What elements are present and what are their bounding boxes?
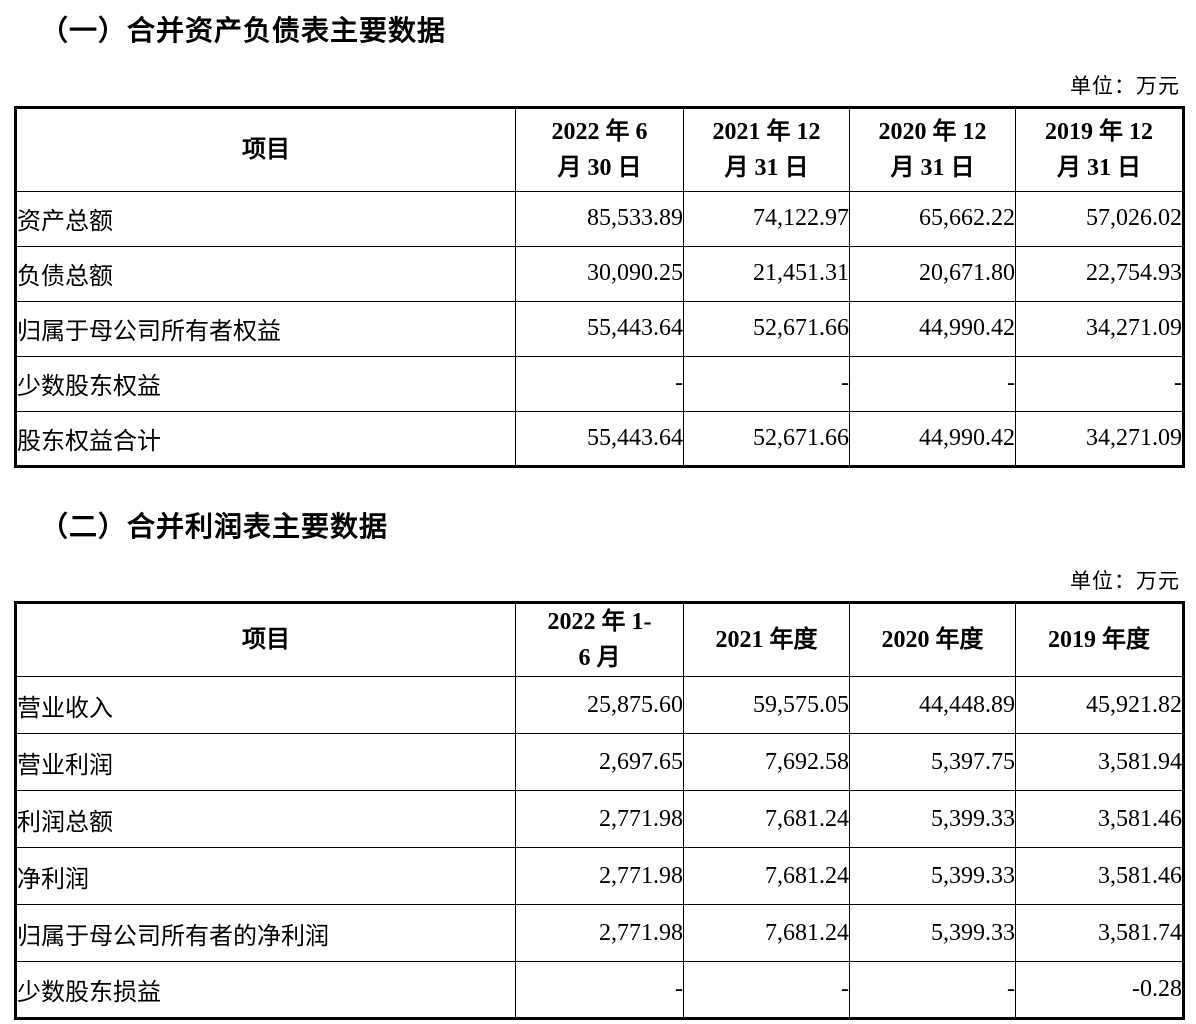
value-cell: 5,399.33 <box>849 790 1016 849</box>
table-row: 归属于母公司所有者权益 55,443.64 52,671.66 44,990.4… <box>15 300 1184 357</box>
column-header-2022-06-30: 2022 年 6 月 30 日 <box>515 106 684 192</box>
value-cell: 65,662.22 <box>849 190 1016 247</box>
section2-unit-label: 单位：万元 <box>1070 569 1180 594</box>
column-header-2021: 2021 年度 <box>683 602 850 678</box>
value-cell: 55,443.64 <box>515 300 684 357</box>
table-row: 营业利润 2,697.65 7,692.58 5,397.75 3,581.94 <box>15 733 1184 792</box>
value-cell: 20,671.80 <box>849 245 1016 302</box>
value-cell: 22,754.93 <box>1015 245 1184 302</box>
section1-title: （一）合并资产负债表主要数据 <box>40 15 447 46</box>
row-label-net-profit: 净利润 <box>15 847 516 906</box>
row-label-parent-equity: 归属于母公司所有者权益 <box>15 300 516 357</box>
column-header-item: 项目 <box>15 602 516 678</box>
value-cell: 25,875.60 <box>515 676 684 735</box>
row-label-minority-equity: 少数股东权益 <box>15 355 516 412</box>
value-cell: 7,681.24 <box>683 847 850 906</box>
value-cell: 30,090.25 <box>515 245 684 302</box>
value-cell: 34,271.09 <box>1015 300 1184 357</box>
value-cell: 44,990.42 <box>849 300 1016 357</box>
table-row: 营业收入 25,875.60 59,575.05 44,448.89 45,92… <box>15 676 1184 735</box>
value-cell: - <box>683 961 850 1020</box>
column-header-2019-12-31: 2019 年 12 月 31 日 <box>1015 106 1184 192</box>
value-cell: - <box>515 961 684 1020</box>
row-label-total-liabilities: 负债总额 <box>15 245 516 302</box>
value-cell: 45,921.82 <box>1015 676 1184 735</box>
table-header-row: 项目 2022 年 1- 6 月 2021 年度 2020 年度 2019 年度 <box>15 602 1184 678</box>
column-header-2022-h1: 2022 年 1- 6 月 <box>515 602 684 678</box>
value-cell: - <box>849 355 1016 412</box>
value-cell: - <box>1015 355 1184 412</box>
value-cell: -0.28 <box>1015 961 1184 1020</box>
value-cell: 85,533.89 <box>515 190 684 247</box>
value-cell: 3,581.74 <box>1015 904 1184 963</box>
table-row: 股东权益合计 55,443.64 52,671.66 44,990.42 34,… <box>15 410 1184 467</box>
value-cell: 5,399.33 <box>849 847 1016 906</box>
value-cell: 21,451.31 <box>683 245 850 302</box>
table-row: 净利润 2,771.98 7,681.24 5,399.33 3,581.46 <box>15 847 1184 906</box>
table-row: 利润总额 2,771.98 7,681.24 5,399.33 3,581.46 <box>15 790 1184 849</box>
column-header-item: 项目 <box>15 106 516 192</box>
value-cell: 3,581.46 <box>1015 847 1184 906</box>
table-row: 归属于母公司所有者的净利润 2,771.98 7,681.24 5,399.33… <box>15 904 1184 963</box>
value-cell: 7,692.58 <box>683 733 850 792</box>
value-cell: - <box>683 355 850 412</box>
table-header-row: 项目 2022 年 6 月 30 日 2021 年 12 月 31 日 2020… <box>15 106 1184 192</box>
column-header-2021-12-31: 2021 年 12 月 31 日 <box>683 106 850 192</box>
value-cell: 59,575.05 <box>683 676 850 735</box>
value-cell: - <box>515 355 684 412</box>
value-cell: 3,581.46 <box>1015 790 1184 849</box>
value-cell: 5,397.75 <box>849 733 1016 792</box>
column-header-2020: 2020 年度 <box>849 602 1016 678</box>
value-cell: 44,448.89 <box>849 676 1016 735</box>
row-label-operating-profit: 营业利润 <box>15 733 516 792</box>
value-cell: 2,771.98 <box>515 904 684 963</box>
value-cell: 5,399.33 <box>849 904 1016 963</box>
value-cell: 2,697.65 <box>515 733 684 792</box>
table-row: 负债总额 30,090.25 21,451.31 20,671.80 22,75… <box>15 245 1184 302</box>
value-cell: 34,271.09 <box>1015 410 1184 467</box>
value-cell: 2,771.98 <box>515 847 684 906</box>
table-row: 少数股东权益 - - - - <box>15 355 1184 412</box>
value-cell: 52,671.66 <box>683 300 850 357</box>
value-cell: 74,122.97 <box>683 190 850 247</box>
section1-unit-label: 单位：万元 <box>1070 73 1180 98</box>
row-label-revenue: 营业收入 <box>15 676 516 735</box>
value-cell: 3,581.94 <box>1015 733 1184 792</box>
value-cell: 7,681.24 <box>683 790 850 849</box>
value-cell: 7,681.24 <box>683 904 850 963</box>
row-label-total-profit: 利润总额 <box>15 790 516 849</box>
table-row: 资产总额 85,533.89 74,122.97 65,662.22 57,02… <box>15 190 1184 247</box>
row-label-total-assets: 资产总额 <box>15 190 516 247</box>
section2-title: （二）合并利润表主要数据 <box>40 510 389 542</box>
column-header-2019: 2019 年度 <box>1015 602 1184 678</box>
value-cell: 44,990.42 <box>849 410 1016 467</box>
value-cell: 2,771.98 <box>515 790 684 849</box>
table-row: 少数股东损益 - - - -0.28 <box>15 961 1184 1020</box>
row-label-total-equity: 股东权益合计 <box>15 410 516 467</box>
value-cell: - <box>849 961 1016 1020</box>
income-statement-table: 项目 2022 年 1- 6 月 2021 年度 2020 年度 2019 年度… <box>14 601 1185 1021</box>
value-cell: 52,671.66 <box>683 410 850 467</box>
column-header-2020-12-31: 2020 年 12 月 31 日 <box>849 106 1016 192</box>
value-cell: 57,026.02 <box>1015 190 1184 247</box>
balance-sheet-table: 项目 2022 年 6 月 30 日 2021 年 12 月 31 日 2020… <box>14 105 1185 468</box>
value-cell: 55,443.64 <box>515 410 684 467</box>
row-label-minority-interest: 少数股东损益 <box>15 961 516 1020</box>
row-label-parent-net-profit: 归属于母公司所有者的净利润 <box>15 904 516 963</box>
